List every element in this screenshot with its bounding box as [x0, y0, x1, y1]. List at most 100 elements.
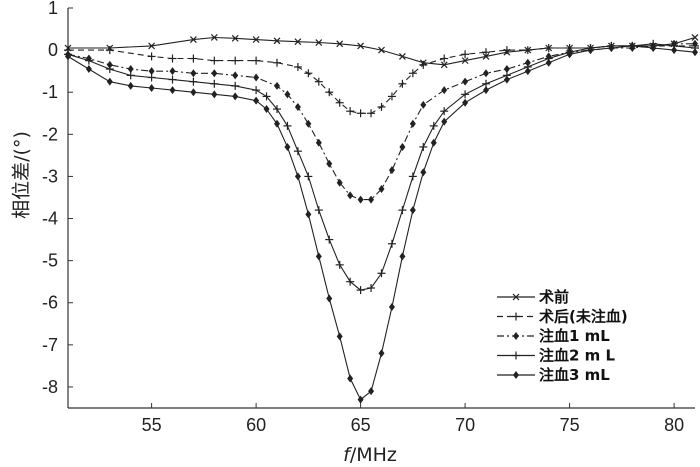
data-point: [429, 121, 438, 130]
series-line: [68, 36, 696, 66]
marker-stroke: [357, 42, 365, 50]
data-point: [325, 88, 334, 97]
data-point: [398, 79, 407, 88]
data-point: [482, 52, 490, 60]
data-point: [502, 46, 511, 55]
data-point: [347, 191, 354, 200]
x-tick-label: 60: [246, 415, 266, 435]
series-2: [64, 41, 699, 118]
data-point: [388, 166, 395, 175]
data-point: [378, 185, 385, 194]
data-point: [608, 44, 615, 52]
x-axis-label-unit: /MHz: [350, 444, 397, 466]
data-point: [367, 284, 376, 292]
data-point: [326, 159, 333, 168]
marker-stroke: [512, 293, 520, 301]
data-point: [336, 178, 343, 187]
y-tick-label: -7: [42, 335, 58, 355]
legend-marker: [512, 312, 520, 321]
series-4: [64, 39, 699, 295]
data-point: [356, 286, 365, 295]
data-point: [105, 46, 114, 55]
marker-stroke: [294, 38, 302, 46]
data-point: [304, 172, 313, 181]
data-point: [148, 42, 156, 50]
x-axis-label-symbol: f: [343, 444, 353, 466]
data-point: [587, 46, 594, 55]
series-line: [67, 43, 696, 291]
data-point: [262, 92, 271, 101]
data-point: [314, 206, 323, 215]
data-point: [326, 294, 333, 303]
y-tick-label: -1: [42, 82, 58, 102]
y-axis-label: 相位差/(°): [11, 131, 33, 219]
data-point: [440, 107, 449, 116]
marker-stroke: [315, 39, 323, 46]
data-point: [284, 90, 291, 99]
data-point: [126, 71, 135, 80]
data-point: [252, 36, 260, 44]
data-point: [461, 57, 469, 65]
x-tick-label: 65: [351, 415, 371, 435]
y-tick-label: -6: [42, 293, 58, 313]
data-point: [440, 61, 448, 69]
data-point: [335, 98, 344, 107]
data-point: [168, 75, 177, 84]
marker-stroke: [482, 52, 490, 60]
data-point: [408, 172, 417, 181]
data-point: [189, 54, 198, 63]
legend-background: [493, 289, 653, 389]
data-point: [367, 109, 376, 118]
data-point: [314, 77, 323, 86]
legend-item: 术后(未注血): [497, 308, 628, 326]
legend-item: 注血3 mL: [497, 366, 610, 384]
data-point: [210, 56, 219, 65]
data-point: [420, 168, 427, 177]
data-point: [378, 349, 385, 358]
data-point: [293, 62, 302, 71]
data-point: [503, 75, 510, 84]
plot-frame: [67, 8, 695, 409]
data-point: [378, 46, 385, 54]
data-point: [84, 56, 93, 65]
data-point: [387, 92, 396, 101]
y-tick-label: -3: [42, 166, 58, 186]
data-point: [357, 195, 364, 204]
legend-label: 术后(未注血): [539, 308, 628, 326]
data-point: [346, 277, 355, 286]
data-point: [419, 60, 428, 69]
data-point: [482, 48, 490, 57]
data-point: [441, 86, 448, 95]
data-point: [357, 395, 364, 404]
data-point: [462, 77, 469, 86]
data-point: [231, 81, 240, 90]
data-point: [169, 67, 176, 76]
data-point: [430, 138, 437, 147]
data-point: [462, 98, 469, 107]
y-tick-label: -8: [42, 377, 58, 397]
data-point: [440, 54, 449, 63]
x-tick-label: 70: [455, 415, 475, 435]
data-point: [483, 86, 489, 95]
legend-item: 术前: [497, 288, 569, 306]
data-point: [127, 81, 134, 90]
data-point: [335, 260, 344, 269]
legend-item: 注血1 mL: [497, 327, 610, 345]
data-point: [347, 374, 354, 383]
data-point: [273, 37, 281, 45]
data-point: [293, 147, 302, 156]
data-point: [387, 239, 396, 248]
marker-stroke: [148, 42, 156, 50]
data-point: [357, 42, 365, 50]
data-point: [545, 58, 552, 67]
x-axis-label: f/MHz: [343, 444, 397, 466]
data-point: [263, 105, 270, 114]
data-point: [325, 235, 334, 244]
data-point: [232, 92, 239, 101]
data-point: [294, 38, 302, 46]
x-tick-label: 75: [560, 415, 580, 435]
data-point: [692, 39, 698, 48]
data-point: [441, 117, 448, 126]
